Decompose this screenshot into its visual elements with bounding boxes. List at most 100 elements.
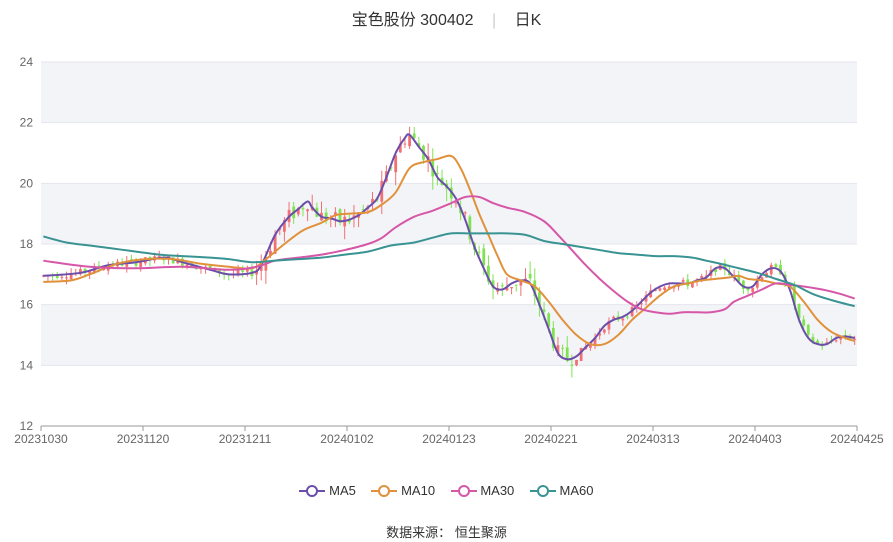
legend-item-ma10[interactable]: MA10: [371, 483, 435, 499]
candle-body: [417, 143, 421, 148]
candle-body: [612, 316, 615, 319]
y-tick-label: 22: [20, 116, 34, 130]
candle-body: [723, 263, 727, 270]
candle-body: [533, 280, 537, 296]
candle-body: [816, 340, 819, 344]
candle-body: [769, 264, 773, 275]
x-tick-label: 20231030: [14, 432, 68, 446]
candle-body: [389, 167, 393, 169]
candle-body: [245, 269, 249, 272]
candle-body: [41, 275, 45, 277]
candle-body: [793, 286, 796, 306]
candle-body: [658, 288, 662, 291]
candle-body: [510, 287, 513, 289]
candle-body: [88, 271, 92, 274]
chart-title-stock: 宝色股份 300402: [351, 12, 474, 29]
legend-label-ma5: MA5: [329, 482, 356, 498]
chart-title-period: 日K: [514, 12, 542, 29]
candle-body: [408, 134, 411, 147]
candle-body: [760, 277, 764, 282]
legend-label-ma10: MA10: [401, 482, 436, 498]
candle-body: [579, 347, 583, 361]
candle-body: [528, 273, 532, 279]
candle-body: [742, 280, 745, 290]
title-separator: |: [492, 12, 497, 29]
candle-body: [514, 284, 518, 286]
candle-body: [811, 336, 815, 343]
candle-body: [412, 133, 416, 139]
source-provider: 恒生聚源: [454, 525, 507, 540]
candle-body: [482, 248, 486, 266]
legend-marker-ma30: [450, 485, 477, 498]
candle-body: [556, 345, 560, 353]
candle-body: [519, 279, 523, 286]
candle-body: [551, 327, 555, 348]
candle-body: [653, 289, 657, 291]
candle-body: [570, 364, 574, 366]
ma-line-ma30: [43, 195, 855, 315]
candle-body: [79, 269, 82, 275]
y-tick-label: 14: [20, 358, 34, 372]
legend-item-ma30[interactable]: MA30: [450, 483, 514, 499]
chart-title: 宝色股份 300402 | 日K: [0, 6, 893, 30]
candle-body: [139, 262, 143, 268]
candle-body: [236, 270, 240, 275]
y-tick-label: 18: [20, 237, 34, 251]
source-label: 数据来源：: [386, 525, 452, 540]
data-source: 数据来源： 恒生聚源: [0, 522, 893, 541]
candle-body: [644, 295, 648, 302]
candle-body: [751, 287, 755, 292]
grid-band: [41, 62, 857, 123]
candle-body: [283, 220, 286, 232]
x-tick-label: 20240403: [728, 432, 782, 446]
candle-body: [663, 287, 666, 290]
candle-body: [602, 329, 606, 333]
x-tick-label: 20240123: [422, 432, 476, 446]
x-tick-label: 20240425: [830, 432, 884, 446]
candle-body: [853, 338, 857, 340]
candle-body: [565, 347, 569, 361]
candle-body: [130, 259, 133, 261]
x-tick-label: 20231211: [219, 432, 272, 446]
legend-label-ma60: MA60: [559, 482, 594, 498]
candle-body: [589, 342, 592, 348]
candle-body: [746, 288, 750, 291]
candle-body: [255, 270, 258, 275]
candle-body: [667, 286, 671, 289]
legend-item-ma60[interactable]: MA60: [529, 482, 594, 499]
candle-body: [491, 280, 495, 288]
candle-body: [802, 319, 806, 326]
candle-body: [171, 257, 175, 264]
x-tick-label: 20240221: [524, 432, 578, 446]
legend-item-ma5[interactable]: MA5: [299, 482, 356, 499]
x-tick-label: 20240313: [626, 432, 680, 446]
candle-body: [269, 250, 272, 256]
candle-body: [208, 265, 212, 269]
candle-body: [334, 212, 337, 215]
y-tick-label: 12: [20, 419, 34, 433]
y-tick-label: 20: [20, 176, 34, 190]
candle-body: [487, 265, 490, 282]
candle-body: [839, 337, 843, 340]
candle-body: [834, 340, 838, 342]
y-tick-label: 24: [20, 55, 34, 69]
candle-body: [714, 267, 717, 273]
candle-body: [301, 208, 305, 210]
candle-body: [436, 172, 439, 174]
candle-body: [259, 266, 263, 271]
ma-line-ma10: [43, 154, 855, 347]
candle-body: [704, 275, 708, 277]
candle-body: [681, 279, 685, 282]
candle-body: [640, 303, 643, 305]
candle-body: [621, 318, 625, 321]
y-tick-label: 16: [20, 298, 34, 312]
x-tick-label: 20231120: [117, 432, 170, 446]
candle-body: [463, 212, 467, 214]
legend-marker-ma10: [371, 485, 398, 498]
candle-body: [561, 347, 564, 349]
candle-body: [394, 155, 398, 173]
candle-body: [806, 324, 810, 335]
candle-body: [361, 209, 365, 211]
candle-body: [454, 202, 458, 204]
